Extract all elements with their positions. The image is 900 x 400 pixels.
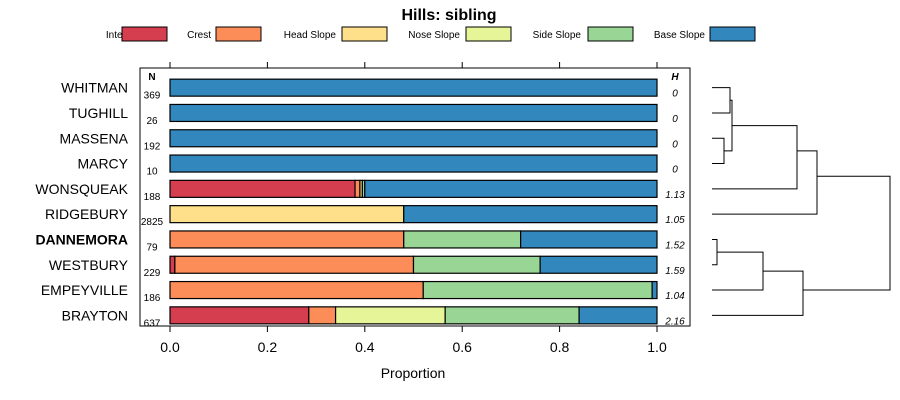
legend-swatch-interfluve <box>121 26 168 42</box>
bar-brayton-base-slope <box>578 306 658 325</box>
dendrogram-branch-5 <box>712 238 718 266</box>
row-label-westbury: WESTBURY <box>49 257 129 273</box>
x-tick-label-0: 0.0 <box>160 339 180 355</box>
dendrogram-branch-8 <box>803 175 891 291</box>
x-tick-label-1: 0.2 <box>258 339 278 355</box>
h-column-header: H <box>671 72 679 83</box>
row-n-wonsqueak: 188 <box>144 192 161 203</box>
legend-swatch-side-slope <box>587 26 634 42</box>
bar-westbury-crest <box>174 255 415 274</box>
row-h-dannemora: 1.52 <box>665 240 685 251</box>
row-label-massena: MASSENA <box>60 130 129 146</box>
bar-dannemora-crest <box>169 230 405 249</box>
row-n-empeyville: 186 <box>144 293 161 304</box>
row-n-massena: 192 <box>144 141 161 152</box>
row-label-brayton: BRAYTON <box>62 307 128 323</box>
x-axis-label: Proportion <box>381 365 446 381</box>
legend-swatch-head-slope <box>341 26 388 42</box>
x-tick-label-4: 0.8 <box>550 339 570 355</box>
row-label-whitman: WHITMAN <box>61 80 128 96</box>
legend-label-side-slope: Side Slope <box>533 30 582 41</box>
dendrogram-branch-3 <box>712 125 798 190</box>
x-axis: 0.0 0.2 0.4 0.6 0.8 1.0 <box>160 62 667 355</box>
bar-brayton-crest <box>308 306 337 325</box>
row-label-wonsqueak: WONSQUEAK <box>35 181 128 197</box>
legend-label-crest: Crest <box>187 30 211 41</box>
dendrogram-branch-2 <box>724 99 733 152</box>
row-label-ridgebury: RIDGEBURY <box>45 206 129 222</box>
row-h-westbury: 1.59 <box>665 266 685 277</box>
legend-label-nose-slope: Nose Slope <box>408 30 460 41</box>
row-label-marcy: MARCY <box>77 156 128 172</box>
bar-ridgebury-base-slope <box>403 205 658 224</box>
row-label-empeyville: EMPEYVILLE <box>41 282 128 298</box>
bar-brayton-side-slope <box>444 306 580 325</box>
bar-wonsqueak-crest <box>354 179 361 198</box>
bar-massena-base-slope <box>169 129 658 148</box>
row-h-tughill: 0 <box>672 114 678 125</box>
dendrogram-branch-6 <box>712 251 764 291</box>
row-labels: WHITMAN 369 0 TUGHILL 26 0 MASSENA 192 0 MARCY 10 0… <box>35 80 685 330</box>
dendrogram-branch-7 <box>712 270 804 316</box>
x-tick-label-2: 0.4 <box>355 339 375 355</box>
row-n-westbury: 229 <box>144 268 161 279</box>
legend-swatch-nose-slope <box>465 26 512 42</box>
legend-label-head-slope: Head Slope <box>284 30 337 41</box>
bar-westbury-interfluve <box>169 255 176 274</box>
x-tick-label-3: 0.6 <box>452 339 472 355</box>
bar-brayton-interfluve <box>169 306 310 325</box>
dendrogram-branch-1 <box>712 137 725 165</box>
bar-westbury-base-slope <box>539 255 658 274</box>
row-label-dannemora: DANNEMORA <box>35 231 128 247</box>
bar-dannemora-base-slope <box>520 230 658 249</box>
bar-whitman-base-slope <box>169 78 658 97</box>
bar-brayton-nose-slope <box>334 306 446 325</box>
row-n-tughill: 26 <box>146 116 158 127</box>
chart-title: Hills: sibling <box>401 7 496 24</box>
row-n-brayton: 637 <box>144 318 161 329</box>
dendrogram-branch-0 <box>712 87 731 114</box>
bar-ridgebury-head-slope <box>169 205 405 224</box>
row-h-massena: 0 <box>672 139 678 150</box>
legend-swatch-base-slope <box>709 26 756 42</box>
bar-empeyville-base-slope <box>651 280 658 300</box>
bars <box>169 78 658 325</box>
row-h-brayton: 2.16 <box>664 316 685 327</box>
x-tick-label-5: 1.0 <box>647 339 667 355</box>
row-h-wonsqueak: 1.13 <box>665 190 685 201</box>
legend-label-base-slope: Base Slope <box>654 30 706 41</box>
dendrogram-branch-4 <box>712 150 818 215</box>
row-n-ridgebury: 2825 <box>141 217 164 228</box>
bar-tughill-base-slope <box>169 103 658 123</box>
legend-swatch-crest <box>215 26 262 42</box>
bar-westbury-side-slope <box>412 255 541 274</box>
plot-frame <box>139 67 691 327</box>
bar-dannemora-side-slope <box>403 230 522 249</box>
bar-empeyville-crest <box>169 280 424 300</box>
bar-marcy-base-slope <box>169 154 658 173</box>
bar-empeyville-side-slope <box>422 280 653 300</box>
row-h-whitman: 0 <box>672 89 678 100</box>
row-h-empeyville: 1.04 <box>665 291 685 302</box>
dendrogram <box>712 87 891 316</box>
bar-wonsqueak-interfluve <box>169 179 356 198</box>
row-label-tughill: TUGHILL <box>69 105 128 121</box>
row-n-marcy: 10 <box>146 167 158 178</box>
n-column-header: N <box>148 72 155 83</box>
row-h-marcy: 0 <box>672 165 678 176</box>
row-n-whitman: 369 <box>144 91 161 102</box>
row-h-ridgebury: 1.05 <box>665 215 685 226</box>
row-n-dannemora: 79 <box>146 242 158 253</box>
bar-wonsqueak-base-slope <box>364 179 658 198</box>
